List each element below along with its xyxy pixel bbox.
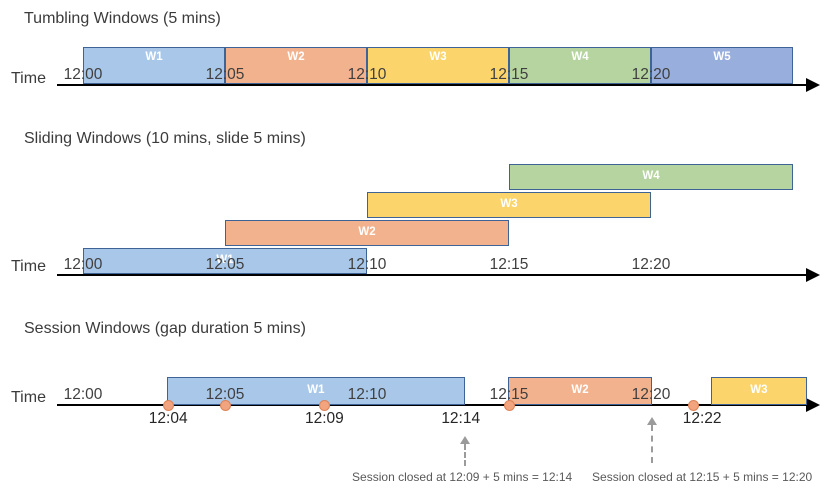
session-tick-label: 12:10 [347, 386, 387, 403]
session-tick-label: 12:20 [631, 386, 671, 403]
sliding-window-w1 [83, 248, 367, 274]
event-dot [318, 399, 330, 411]
event-dot [503, 399, 515, 411]
event-dot [219, 399, 231, 411]
tumbling-window-w2 [225, 47, 367, 84]
sliding-window-w3 [367, 192, 651, 218]
annotation-arrowhead-icon [459, 436, 470, 444]
sliding-time-axis-label: Time [11, 258, 46, 275]
event-dot [688, 399, 700, 411]
tumbling-time-axis [57, 84, 810, 86]
sliding-title: Sliding Windows (10 mins, slide 5 mins) [24, 130, 306, 147]
tumbling-tick-label: 12:20 [631, 66, 671, 83]
session-tick-label: 12:15 [489, 386, 529, 403]
session-window-label: W3 [750, 384, 768, 396]
session-time-axis-label: Time [11, 389, 46, 406]
sliding-tick-label: 12:05 [205, 256, 245, 273]
annotation-arrow-stem [463, 444, 466, 466]
tumbling-window-label: W2 [287, 51, 305, 63]
tumbling-window-w4 [509, 47, 651, 84]
session-time-axis [57, 404, 810, 406]
annotation-arrow-stem [651, 425, 654, 463]
tumbling-axis-arrowhead-icon [806, 78, 820, 92]
session-closed-annotation-1: Session closed at 12:09 + 5 mins = 12:14 [352, 470, 573, 484]
sliding-window-label: W3 [500, 198, 518, 210]
session-axis-arrowhead-icon [806, 398, 820, 412]
tumbling-window-w5 [651, 47, 793, 84]
tumbling-window-label: W3 [429, 51, 447, 63]
sliding-tick-label: 12:00 [63, 256, 103, 273]
event-time-label: 12:04 [148, 410, 188, 427]
tumbling-tick-label: 12:00 [63, 66, 103, 83]
sliding-tick-label: 12:15 [489, 256, 529, 273]
event-time-label: 12:22 [682, 410, 722, 427]
session-closed-annotation-2: Session closed at 12:15 + 5 mins = 12:20 [592, 470, 813, 484]
sliding-window-label: W4 [642, 170, 660, 182]
sliding-tick-label: 12:20 [631, 256, 671, 273]
tumbling-window-w3 [367, 47, 509, 84]
tumbling-tick-label: 12:05 [205, 66, 245, 83]
sliding-window-w4 [509, 164, 793, 190]
tumbling-window-label: W5 [713, 51, 731, 63]
event-dot [162, 399, 174, 411]
annotation-arrowhead-icon [647, 417, 658, 425]
event-time-label: 12:14 [441, 410, 481, 427]
tumbling-window-label: W1 [145, 51, 163, 63]
session-title: Session Windows (gap duration 5 mins) [24, 320, 306, 337]
tumbling-tick-label: 12:15 [489, 66, 529, 83]
sliding-tick-label: 12:10 [347, 256, 387, 273]
sliding-window-w2 [225, 220, 509, 246]
sliding-time-axis [57, 274, 810, 276]
tumbling-time-axis-label: Time [11, 70, 46, 87]
session-window-label: W2 [571, 384, 589, 396]
tumbling-window-label: W4 [571, 51, 589, 63]
sliding-axis-arrowhead-icon [806, 268, 820, 282]
session-tick-label: 12:05 [205, 386, 245, 403]
event-time-label: 12:09 [304, 410, 344, 427]
session-tick-label: 12:00 [63, 386, 103, 403]
sliding-window-label: W1 [216, 254, 234, 266]
tumbling-window-w1 [83, 47, 225, 84]
sliding-window-label: W2 [358, 226, 376, 238]
tumbling-title: Tumbling Windows (5 mins) [24, 10, 221, 27]
session-window-w3 [710, 377, 808, 405]
session-window-w1 [166, 377, 465, 405]
session-window-label: W1 [307, 384, 325, 396]
tumbling-tick-label: 12:10 [347, 66, 387, 83]
session-window-w2 [507, 377, 653, 405]
